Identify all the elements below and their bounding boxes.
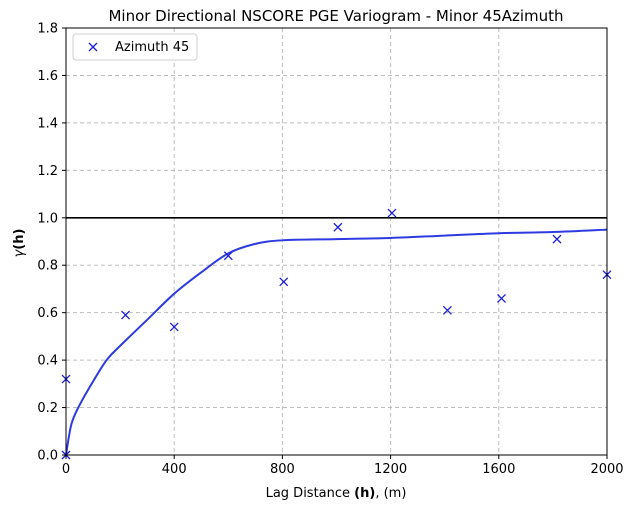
data-point bbox=[552, 234, 562, 244]
y-tick-label: 1.0 bbox=[37, 211, 58, 226]
x-tick-label: 800 bbox=[270, 462, 295, 477]
y-tick-label: 0.8 bbox=[37, 259, 58, 274]
data-point bbox=[497, 293, 506, 303]
x-tick-label: 1600 bbox=[482, 462, 515, 477]
marker-stroke bbox=[333, 222, 343, 232]
legend-box bbox=[72, 33, 198, 61]
y-tick-label: 0.0 bbox=[37, 449, 58, 464]
marker-stroke bbox=[442, 305, 452, 315]
chart-title: Minor Directional NSCORE PGE Variogram -… bbox=[108, 7, 563, 25]
grid-lines bbox=[65, 27, 608, 456]
marker-stroke bbox=[169, 322, 179, 332]
marker-stroke bbox=[223, 251, 233, 261]
legend: Azimuth 45 bbox=[72, 33, 198, 61]
y-tick-label: 1.8 bbox=[37, 22, 58, 37]
x-axis-label-bold: (h) bbox=[354, 486, 375, 501]
x-tick-label: 2000 bbox=[590, 462, 623, 477]
x-tick-label: 0 bbox=[62, 462, 70, 477]
x-tick-label: 1200 bbox=[374, 462, 407, 477]
data-points bbox=[61, 208, 612, 460]
model-line bbox=[65, 228, 608, 456]
x-axis-label-prefix: Lag Distance bbox=[266, 486, 355, 501]
marker-stroke bbox=[279, 277, 289, 287]
data-point bbox=[279, 277, 289, 287]
y-tick-label: 1.6 bbox=[37, 69, 58, 84]
marker-stroke bbox=[387, 208, 397, 218]
data-point bbox=[442, 305, 452, 315]
marker-stroke bbox=[552, 234, 562, 244]
y-tick-label: 0.4 bbox=[37, 354, 58, 369]
y-axis-label-prefix: γ bbox=[12, 248, 27, 257]
legend-x-icon bbox=[88, 42, 98, 52]
x-axis-label-suffix: , (m) bbox=[375, 486, 406, 501]
x-axis-ticks: 0 400 800 1200 1600 2000 bbox=[62, 455, 624, 477]
data-point bbox=[121, 310, 130, 320]
marker-stroke bbox=[121, 310, 130, 320]
legend-label: Azimuth 45 bbox=[115, 40, 189, 55]
y-axis-label-bold: (h) bbox=[12, 229, 27, 250]
data-point bbox=[333, 222, 343, 232]
data-point bbox=[169, 322, 179, 332]
y-tick-label: 0.2 bbox=[37, 401, 58, 416]
y-axis-ticks: 0.0 0.2 0.4 0.6 0.8 1.0 1.2 1.4 1.6 1.8 bbox=[37, 22, 66, 464]
marker-stroke bbox=[88, 42, 98, 52]
y-tick-label: 0.6 bbox=[37, 306, 58, 321]
legend-marker-icon bbox=[88, 42, 98, 52]
marker-stroke bbox=[497, 293, 506, 303]
plot-frame bbox=[65, 27, 608, 456]
y-axis-label: γ(h) bbox=[12, 229, 27, 258]
y-tick-label: 1.2 bbox=[37, 164, 58, 179]
y-tick-label: 1.4 bbox=[37, 116, 58, 131]
x-tick-label: 400 bbox=[162, 462, 187, 477]
data-point bbox=[387, 208, 397, 218]
x-axis-label: Lag Distance (h), (m) bbox=[266, 486, 407, 501]
data-point bbox=[223, 251, 233, 261]
